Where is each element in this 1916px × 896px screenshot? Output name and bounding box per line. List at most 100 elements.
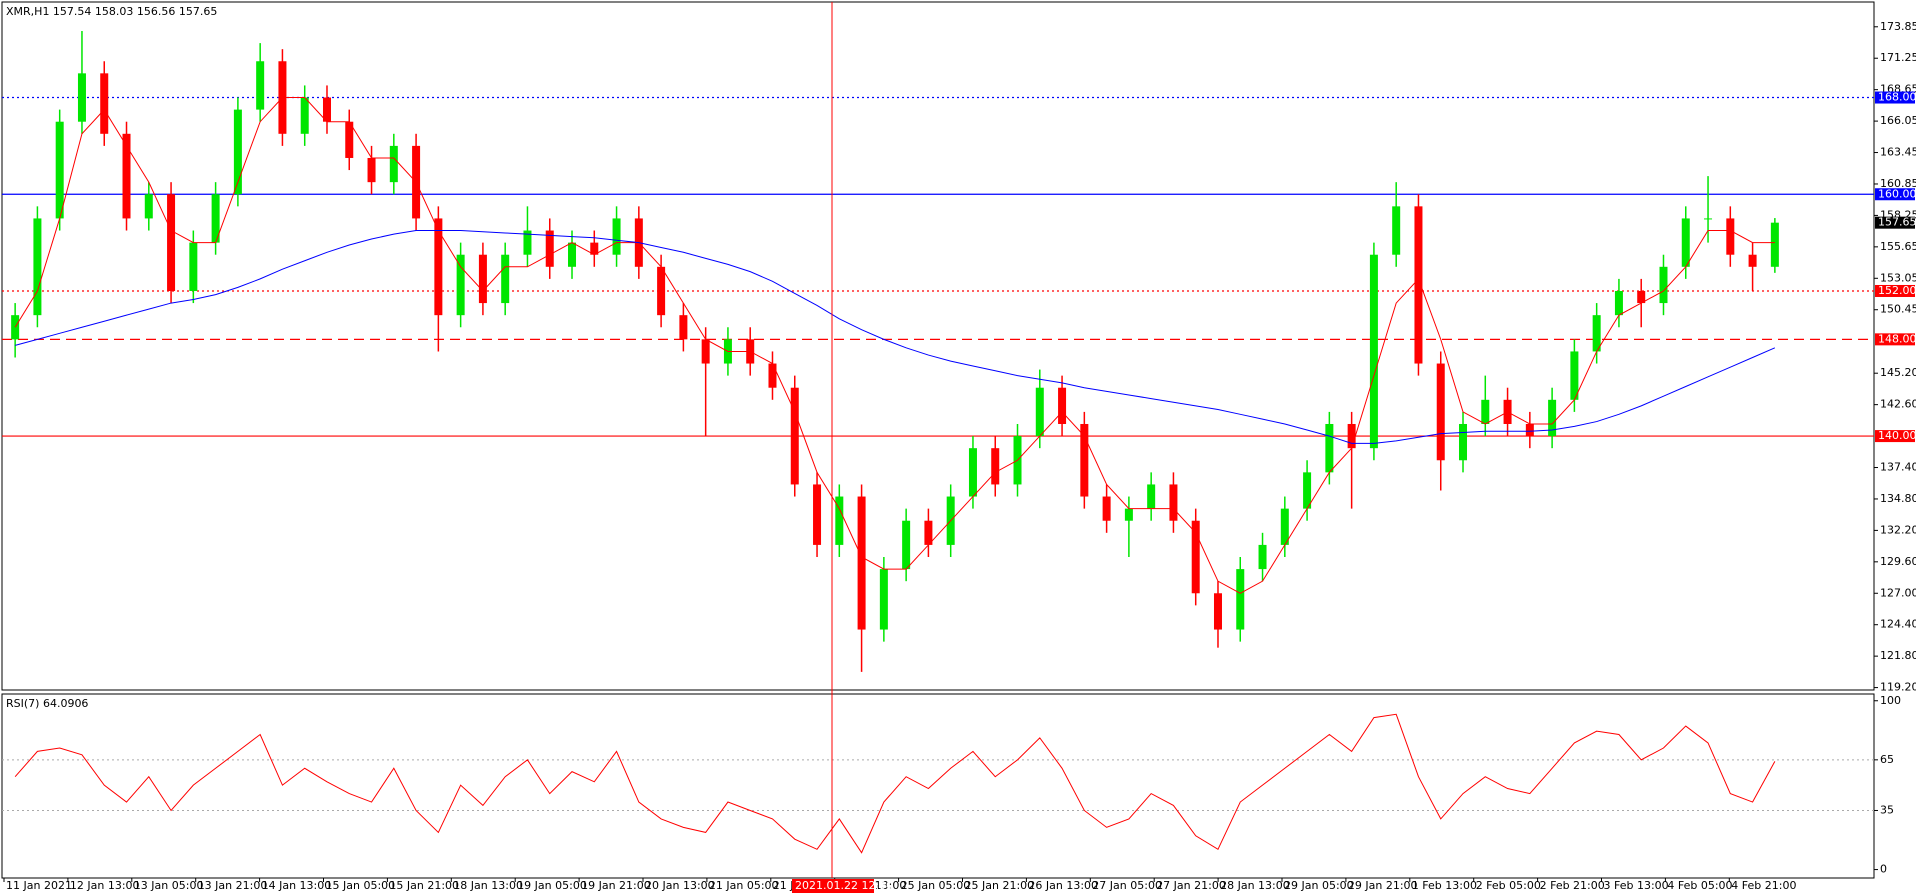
- candle-body: [189, 242, 198, 291]
- x-tick-label: 3 Feb 13:00: [1604, 879, 1669, 892]
- candle-body: [77, 73, 86, 122]
- candle-body: [1681, 218, 1690, 267]
- candle-body: [991, 448, 1000, 485]
- level-label: 160.00: [1878, 187, 1916, 200]
- y-tick-label: 121.80: [1880, 649, 1916, 662]
- candle-body: [790, 387, 799, 485]
- rsi-tick-label: 0: [1880, 863, 1887, 876]
- x-tick-label: 19 Jan 05:00: [517, 879, 587, 892]
- candle-body: [590, 242, 599, 255]
- candle-body: [902, 520, 911, 570]
- candle-body: [144, 194, 153, 219]
- y-tick-label: 132.20: [1880, 523, 1916, 536]
- main-panel: [1, 1, 1875, 691]
- x-tick-label: 2 Feb 05:00: [1476, 879, 1541, 892]
- x-tick-label: 19 Jan 21:00: [581, 879, 651, 892]
- x-tick-label: 21 Jan 05:00: [709, 879, 779, 892]
- crosshair-label-box: [792, 879, 874, 893]
- x-tick-label: 20 Jan 13:00: [645, 879, 715, 892]
- candle-body: [256, 61, 265, 110]
- candle-body: [1280, 508, 1289, 545]
- candle-body: [1436, 363, 1445, 461]
- x-tick-label: 25 Jan 21:00: [965, 879, 1035, 892]
- rsi-panel: [1, 693, 1875, 879]
- candle-body: [768, 363, 777, 388]
- candle-body: [345, 121, 354, 158]
- level-label: 140.00: [1878, 429, 1916, 442]
- candle-body: [1726, 218, 1735, 255]
- y-tick-label: 127.00: [1880, 586, 1916, 599]
- level-label: 168.00: [1878, 91, 1916, 104]
- candle-body: [1258, 544, 1267, 570]
- x-tick-label: 2 Feb 21:00: [1540, 879, 1605, 892]
- candle-body: [1035, 387, 1044, 437]
- candle-body: [1392, 206, 1401, 255]
- moving-average: [15, 230, 1776, 444]
- x-tick-label: 25 Jan 05:00: [901, 879, 971, 892]
- level-label: 152.00: [1878, 284, 1916, 297]
- candle-body: [55, 121, 64, 219]
- x-tick-label: 13 Jan 21:00: [198, 879, 268, 892]
- candle-body: [122, 133, 131, 219]
- y-tick-label: 134.80: [1880, 492, 1916, 505]
- candle-body: [1058, 387, 1067, 424]
- candle-body: [1570, 351, 1579, 400]
- candle-body: [33, 218, 42, 316]
- candle-body: [1347, 423, 1356, 449]
- y-tick-label: 124.40: [1880, 618, 1916, 631]
- x-tick-label: 27 Jan 05:00: [1092, 879, 1162, 892]
- candle-body: [367, 157, 376, 183]
- candle-body: [1213, 593, 1222, 630]
- x-tick-label: 28 Jan 13:00: [1220, 879, 1290, 892]
- candle-body: [523, 230, 532, 255]
- candle-body: [835, 496, 844, 545]
- level-label-box: [1875, 91, 1915, 104]
- level-label-box: [1875, 188, 1915, 201]
- y-tick-label: 155.65: [1880, 240, 1916, 253]
- x-tick-label: 14 Jan 13:00: [262, 879, 332, 892]
- candle-body: [1592, 315, 1601, 352]
- candle-body: [1770, 222, 1779, 267]
- rsi-tick-label: 100: [1880, 694, 1901, 707]
- rsi-title: RSI(7) 64.0906: [6, 697, 88, 710]
- candle-body: [1191, 520, 1200, 594]
- x-tick-label: 4 Feb 21:00: [1731, 879, 1796, 892]
- y-tick-label: 171.25: [1880, 51, 1916, 64]
- candle-body: [1147, 484, 1156, 509]
- candle-body: [657, 266, 666, 316]
- y-tick-label: 145.20: [1880, 366, 1916, 379]
- candle-body: [211, 194, 220, 243]
- candle-body: [1169, 484, 1178, 521]
- x-tick-label: 13 Jan 05:00: [134, 879, 204, 892]
- x-tick-label: 12 Jan 13:00: [70, 879, 140, 892]
- candle-body: [300, 97, 309, 134]
- x-tick-label: 18 Jan 13:00: [453, 879, 523, 892]
- rsi-tick-label: 65: [1880, 753, 1894, 766]
- candle-body: [701, 339, 710, 364]
- x-tick-label: 27 Jan 21:00: [1156, 879, 1226, 892]
- candle-body: [1236, 569, 1245, 630]
- candle-body: [1481, 399, 1490, 424]
- rsi-tick-label: 35: [1880, 803, 1894, 816]
- candle-body: [1303, 472, 1312, 509]
- candle-body: [233, 109, 242, 195]
- level-label-box: [1875, 333, 1915, 346]
- candle-body: [1704, 218, 1713, 220]
- level-label: 148.00: [1878, 332, 1916, 345]
- price-label-box: [1875, 216, 1915, 229]
- chart-title: XMR,H1 157.54 158.03 156.56 157.65: [6, 5, 217, 18]
- candle-body: [1459, 423, 1468, 461]
- y-tick-label: 150.45: [1880, 303, 1916, 316]
- candle-body: [1637, 290, 1646, 304]
- y-tick-label: 129.60: [1880, 555, 1916, 568]
- candle-body: [1369, 254, 1378, 449]
- candle-body: [167, 194, 176, 291]
- candle-body: [679, 315, 688, 340]
- candle-body: [1748, 254, 1757, 267]
- level-label-box: [1875, 430, 1915, 443]
- candle-body: [612, 218, 621, 255]
- candle-body: [1080, 423, 1089, 497]
- level-label-box: [1875, 284, 1915, 297]
- candle-body: [568, 242, 577, 267]
- candle-body: [1102, 496, 1111, 521]
